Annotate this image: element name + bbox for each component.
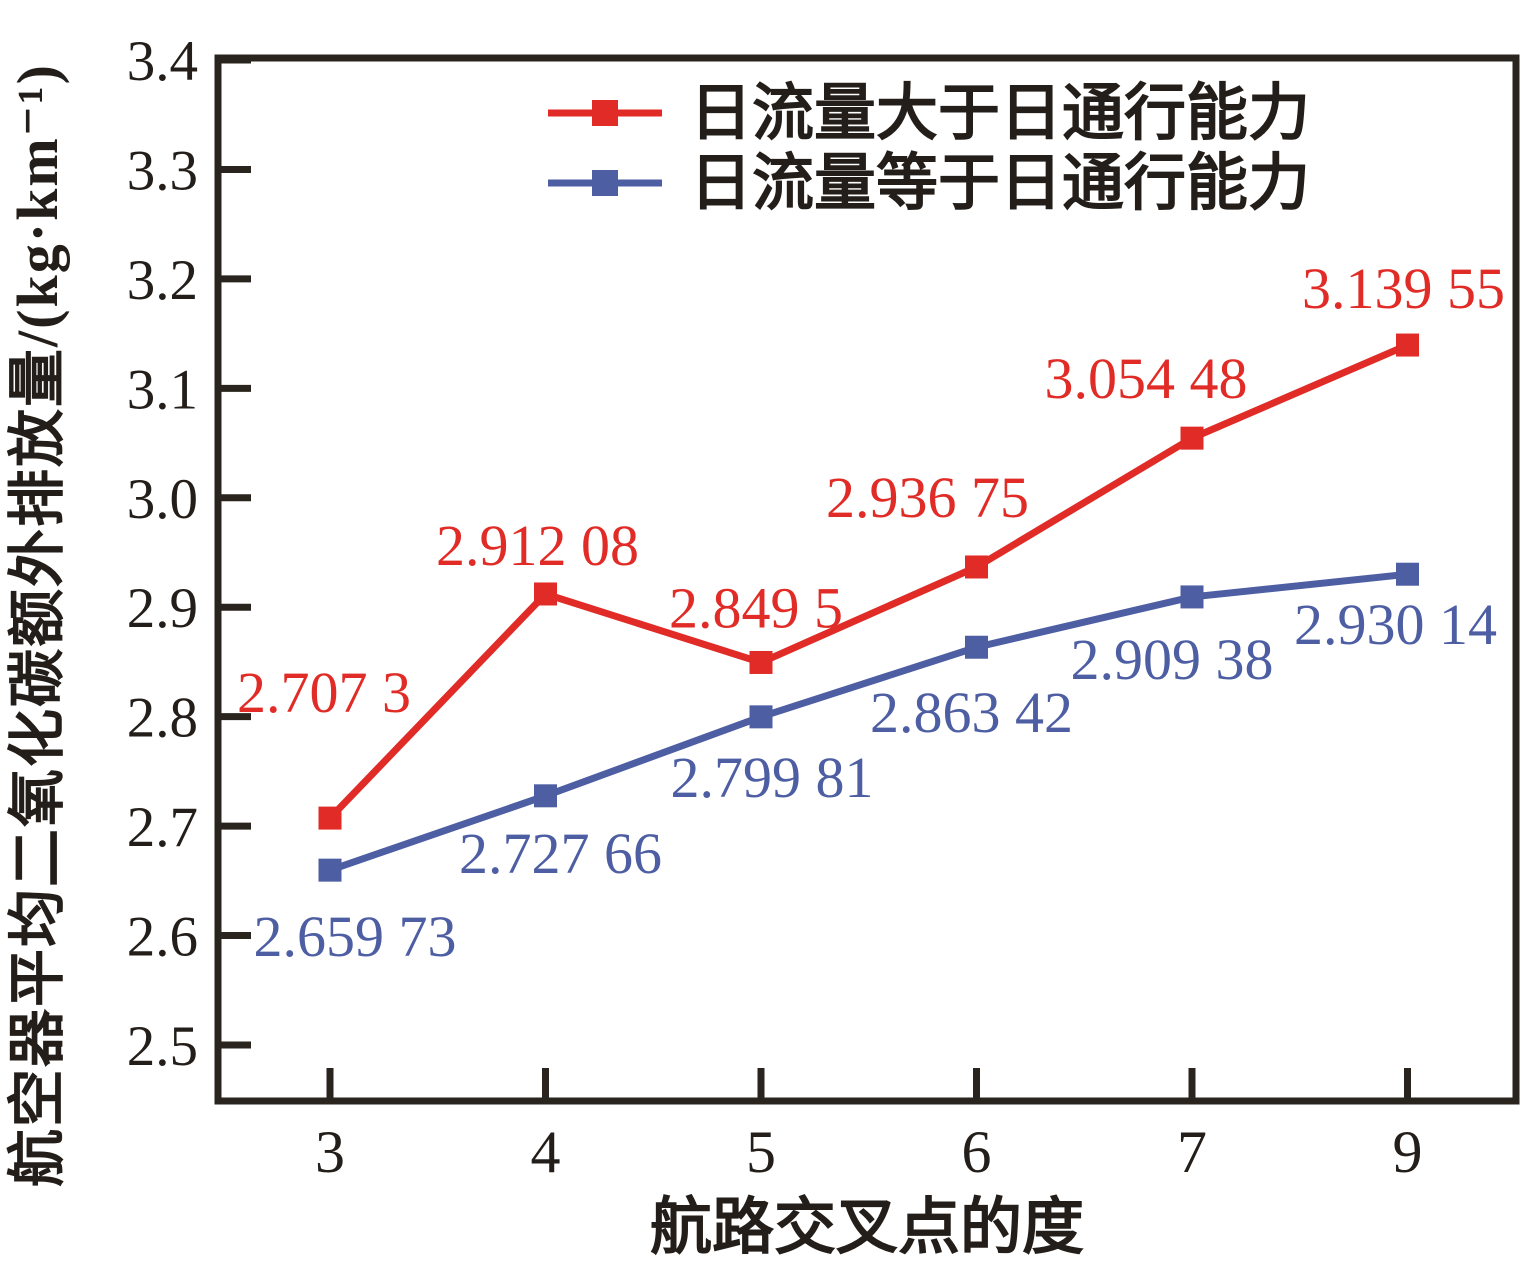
plot-frame [214,54,1520,1105]
y-tick-label: 2.5 [127,1015,198,1078]
data-point-label: 2.936 75 [826,465,1029,530]
data-point-marker [318,858,342,882]
data-point-marker [1180,585,1204,609]
data-point-marker [534,582,557,606]
x-tick-label: 7 [1177,1119,1207,1185]
legend-square-marker-icon [592,170,618,196]
legend-label: 日流量等于日通行能力 [690,149,1310,218]
legend-label: 日流量大于日通行能力 [690,79,1310,148]
data-point-marker [1180,426,1204,450]
y-tick-label: 3.3 [127,139,198,202]
series-line-1 [328,570,1408,874]
x-tick-label: 6 [962,1119,992,1185]
x-tick-label: 3 [315,1119,345,1185]
data-point-label: 3.139 55 [1302,256,1505,321]
data-point-label: 2.930 14 [1294,592,1497,657]
data-point-label: 2.849 5 [669,575,843,640]
legend-square-marker-icon [592,100,618,126]
x-axis-title: 航路交叉点的度 [650,1193,1084,1262]
legend-item: 日流量大于日通行能力 [548,79,1310,148]
y-tick-label: 3.4 [127,30,198,93]
data-point-label: 2.909 38 [1071,627,1274,692]
data-point-label: 2.912 08 [436,513,639,578]
data-point-marker [965,635,988,659]
series-line-0 [327,341,1409,821]
data-point-marker [1396,333,1419,357]
x-tick-label: 5 [746,1119,776,1185]
y-tick-label: 3.2 [127,249,198,312]
data-point-marker [749,705,773,729]
data-point-label: 2.863 42 [870,680,1073,745]
y-tick-label: 2.6 [127,906,198,969]
y-tick-label: 3.0 [127,468,198,531]
data-point-marker [965,555,988,579]
x-tick-label: 9 [1393,1119,1423,1185]
data-point-label: 3.054 48 [1045,346,1248,411]
y-tick-label: 2.9 [127,577,198,640]
legend-item: 日流量等于日通行能力 [548,149,1310,218]
y-tick-label: 2.8 [127,687,198,750]
y-tick-label: 2.7 [127,796,198,859]
y-axis-title: 航空器平均二氧化碳额外排放量/(kg·km⁻¹) [5,63,70,1187]
y-tick-label: 3.1 [127,358,198,421]
data-point-label: 2.707 3 [237,660,411,725]
data-point-label: 2.799 81 [671,745,874,810]
data-point-marker [534,784,557,808]
data-point-marker [1396,562,1419,586]
data-point-marker [749,650,773,674]
data-point-label: 2.659 73 [254,904,457,969]
data-point-marker [318,806,342,830]
x-tick-label: 4 [531,1119,561,1185]
data-point-label: 2.727 66 [459,821,662,886]
